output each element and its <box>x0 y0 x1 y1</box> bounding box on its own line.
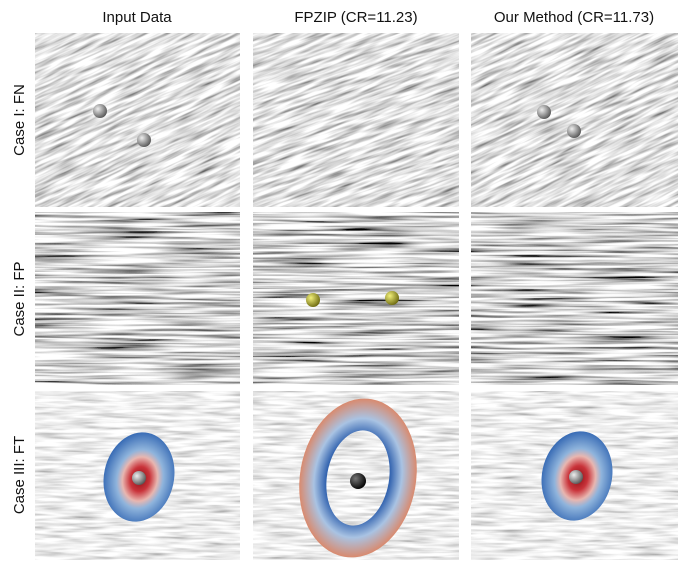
texture-panel <box>471 212 678 385</box>
texture-panel <box>35 212 240 385</box>
critical-point <box>93 104 107 118</box>
texture-panel <box>253 212 459 385</box>
row-label: Case III: FT <box>11 436 28 514</box>
row-label: Case II: FP <box>11 261 28 336</box>
column-header: FPZIP (CR=11.23) <box>294 9 417 26</box>
critical-point <box>537 105 551 119</box>
column-header: Our Method (CR=11.73) <box>494 9 654 26</box>
column-header: Input Data <box>102 9 172 26</box>
critical-point <box>567 124 581 138</box>
critical-point <box>137 133 151 147</box>
critical-point <box>385 291 399 305</box>
figure: Input Data FPZIP (CR=11.23) Our Method (… <box>0 0 683 560</box>
row-label: Case I: FN <box>11 84 28 156</box>
critical-point <box>569 470 583 484</box>
critical-point <box>132 471 146 485</box>
critical-point <box>350 473 366 489</box>
critical-point <box>306 293 320 307</box>
